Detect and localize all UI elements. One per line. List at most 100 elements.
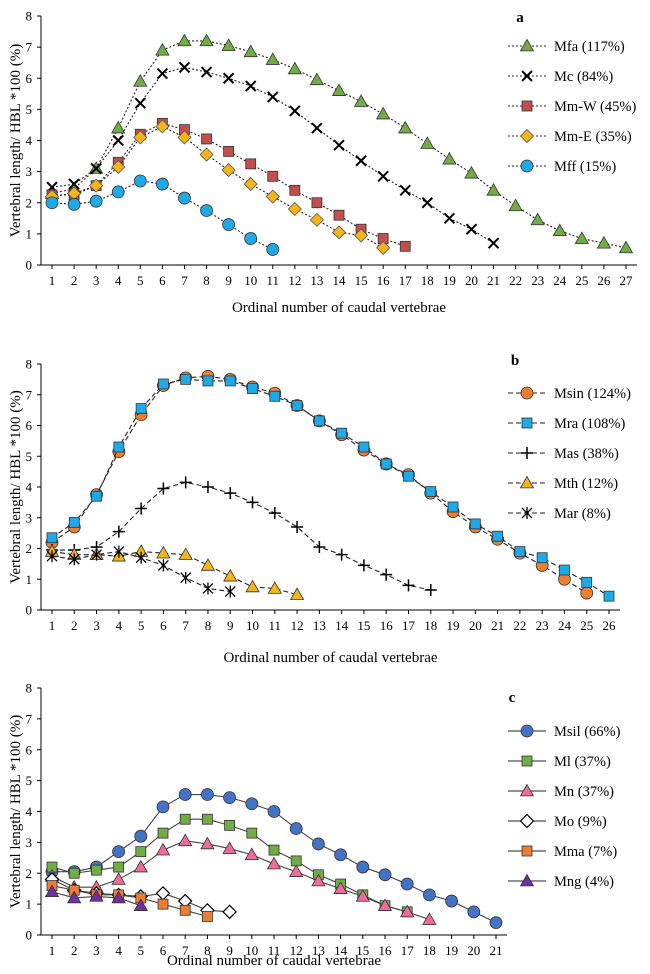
- data-point: [199, 33, 214, 47]
- legend-marker: [521, 70, 533, 82]
- data-point: [243, 44, 258, 58]
- legend-entry: Mfa (117%): [508, 38, 625, 55]
- series-mng: [44, 884, 148, 911]
- series-mth: [44, 544, 305, 600]
- series-line: [51, 66, 494, 244]
- data-point: [224, 375, 236, 387]
- data-point: [618, 240, 634, 254]
- data-point: [552, 223, 567, 237]
- x-tick-label: 9: [226, 943, 233, 958]
- data-point: [133, 130, 148, 145]
- series-mn: [44, 833, 437, 925]
- data-point: [68, 867, 80, 879]
- y-tick-label: 3: [26, 835, 33, 850]
- data-point: [156, 545, 171, 559]
- x-tick-label: 3: [93, 618, 100, 633]
- x-tick-label: 14: [334, 943, 348, 958]
- data-point: [311, 122, 323, 134]
- y-tick-label: 5: [26, 102, 33, 117]
- data-point: [68, 516, 80, 528]
- data-point: [91, 548, 103, 561]
- legend-entry: Mm-E (35%): [508, 128, 632, 145]
- y-axis-label: Vertebral length/ HBL *100 (%): [8, 390, 24, 584]
- x-tick-label: 5: [138, 943, 145, 958]
- legend-marker: [519, 475, 535, 489]
- data-point: [402, 579, 415, 592]
- legend-entry: Msil (66%): [508, 724, 621, 740]
- data-point: [333, 139, 345, 151]
- x-tick-label: 18: [421, 273, 434, 288]
- series-line: [51, 818, 408, 913]
- data-point: [223, 568, 238, 582]
- data-point: [202, 375, 214, 387]
- y-tick-label: 4: [26, 480, 33, 495]
- data-point: [514, 546, 526, 557]
- x-tick-label: 14: [335, 618, 349, 633]
- data-point: [113, 861, 124, 873]
- x-tick-label: 13: [313, 618, 326, 633]
- data-point: [135, 502, 148, 515]
- data-point: [67, 197, 81, 211]
- data-point: [156, 67, 169, 80]
- data-point: [200, 788, 214, 801]
- data-point: [378, 868, 392, 882]
- data-point: [244, 847, 259, 860]
- panel-letter: c: [509, 690, 516, 706]
- data-point: [380, 568, 393, 581]
- x-tick-label: 12: [288, 273, 301, 288]
- x-tick-label: 11: [268, 943, 281, 958]
- x-tick-label: 6: [159, 273, 166, 288]
- data-point: [267, 581, 282, 594]
- data-point: [68, 553, 80, 566]
- data-point: [421, 197, 434, 209]
- x-tick-label: 12: [290, 943, 303, 958]
- series-mc: [46, 61, 500, 249]
- data-point: [445, 894, 459, 908]
- data-point: [45, 196, 59, 210]
- data-point: [201, 911, 213, 922]
- data-point: [465, 223, 478, 235]
- legend-label: Mar (8%): [554, 506, 611, 522]
- y-tick-label: 3: [26, 164, 33, 179]
- legend-label: Mas (38%): [554, 446, 619, 462]
- y-tick-label: 7: [26, 711, 33, 726]
- data-point: [268, 507, 281, 520]
- data-point: [399, 184, 411, 197]
- x-tick-label: 6: [160, 618, 167, 633]
- data-point: [89, 194, 103, 208]
- data-point: [224, 819, 236, 831]
- data-point: [354, 228, 369, 243]
- x-tick-label: 15: [357, 618, 370, 633]
- data-point: [67, 890, 82, 904]
- legend-marker: [521, 447, 533, 459]
- x-tick-label: 21: [491, 618, 504, 633]
- data-point: [222, 904, 237, 920]
- data-point: [155, 885, 171, 901]
- data-point: [201, 481, 214, 493]
- data-point: [268, 844, 280, 856]
- legend-label: Mm-E (35%): [554, 129, 632, 145]
- data-point: [559, 564, 570, 576]
- y-tick-label: 8: [26, 681, 33, 696]
- data-point: [133, 174, 147, 188]
- x-tick-label: 8: [203, 273, 210, 288]
- data-point: [157, 559, 169, 572]
- y-tick-label: 7: [26, 40, 33, 55]
- x-tick-label: 1: [49, 943, 56, 958]
- legend-entry: Ml (37%): [508, 754, 611, 770]
- data-point: [334, 848, 348, 862]
- data-point: [113, 441, 125, 453]
- x-tick-label: 17: [402, 618, 416, 633]
- y-tick-label: 2: [26, 541, 33, 556]
- data-point: [313, 540, 326, 553]
- data-point: [157, 482, 170, 495]
- series-line: [52, 481, 431, 591]
- x-tick-label: 19: [447, 618, 460, 633]
- data-point: [336, 427, 348, 439]
- y-tick-label: 7: [26, 387, 33, 402]
- data-point: [355, 155, 367, 167]
- y-tick-label: 4: [26, 804, 33, 819]
- data-point: [201, 133, 212, 145]
- data-point: [246, 496, 259, 509]
- data-point: [289, 184, 301, 196]
